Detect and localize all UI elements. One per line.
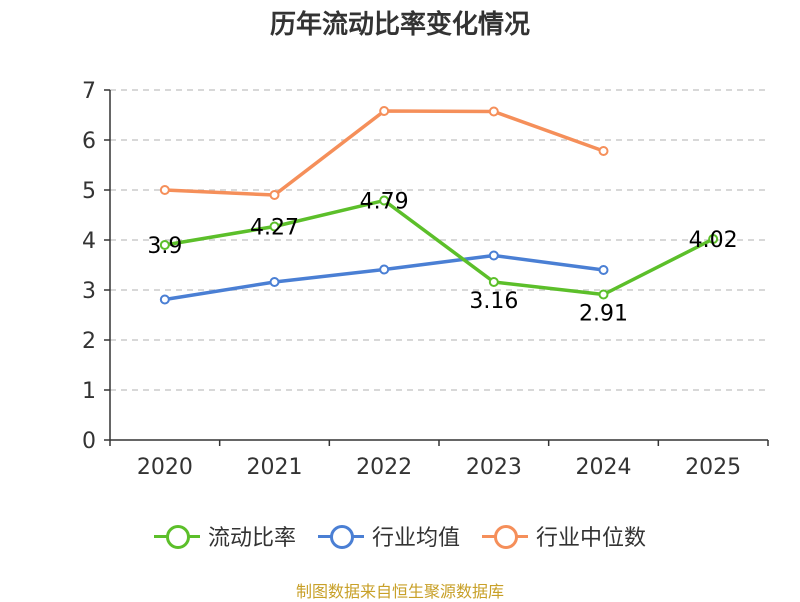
y-tick-label: 1 [82,379,96,404]
x-tick-label: 2020 [137,455,193,480]
y-tick-label: 7 [82,79,96,104]
data-point[interactable] [269,277,280,287]
legend-swatch-icon [153,524,200,549]
chart-title: 历年流动比率变化情况 [269,10,530,40]
x-tick-label: 2024 [576,455,632,480]
data-source: 制图数据来自恒生聚源数据库 [295,582,504,601]
data-point[interactable] [379,106,390,116]
series-line-0 [164,198,714,297]
data-point[interactable] [488,250,499,261]
data-label: 4.02 [689,228,738,253]
data-point[interactable] [379,264,390,275]
legend: 流动比率 行业均值 行业中位数 [0,520,800,552]
data-point[interactable] [598,146,609,156]
x-tick-label: 2022 [356,455,412,480]
series-line-1 [164,253,604,302]
data-point[interactable] [598,265,609,275]
y-tick-label: 0 [82,429,96,454]
data-point[interactable] [488,277,499,287]
data-label: 4.79 [360,190,409,215]
data-point[interactable] [598,289,609,300]
data-point[interactable] [379,195,390,206]
data-label: 4.27 [250,216,299,241]
data-point[interactable] [269,190,280,200]
legend-swatch-icon [482,524,528,549]
legend-label: 行业中位数 [536,526,647,551]
legend-label: 流动比率 [207,526,296,551]
data-point[interactable] [269,221,280,232]
y-tick-label: 6 [82,129,96,154]
legend-label: 行业均值 [371,526,460,551]
legend-item-industry-mean[interactable]: 行业均值 [317,520,460,552]
y-tick-label: 2 [82,329,96,354]
x-tick-label: 2021 [247,455,303,480]
legend-item-current-ratio[interactable]: 流动比率 [153,520,296,552]
x-tick-label: 2023 [466,455,522,480]
data-point[interactable] [159,294,170,305]
data-label: 3.9 [147,234,182,259]
x-tick-label: 2025 [685,455,741,480]
y-tick-label: 3 [82,279,96,304]
data-label: 3.16 [469,289,518,314]
data-labels: 3.9 4.27 4.79 3.16 2.91 4.02 [147,190,737,327]
series-group [159,106,719,305]
legend-item-industry-median[interactable]: 行业中位数 [482,520,646,552]
data-point[interactable] [159,185,170,195]
legend-swatch-icon [317,524,364,549]
data-point[interactable] [708,234,719,244]
data-point[interactable] [159,240,170,250]
y-tick-label: 5 [82,179,96,204]
data-point[interactable] [488,106,499,117]
axes: 0 1 2 3 4 5 6 7 2020 2021 2022 2023 2024 2025 [82,79,769,480]
series-line-2 [164,109,605,197]
data-label: 2.91 [579,302,628,327]
y-tick-label: 4 [82,229,96,254]
